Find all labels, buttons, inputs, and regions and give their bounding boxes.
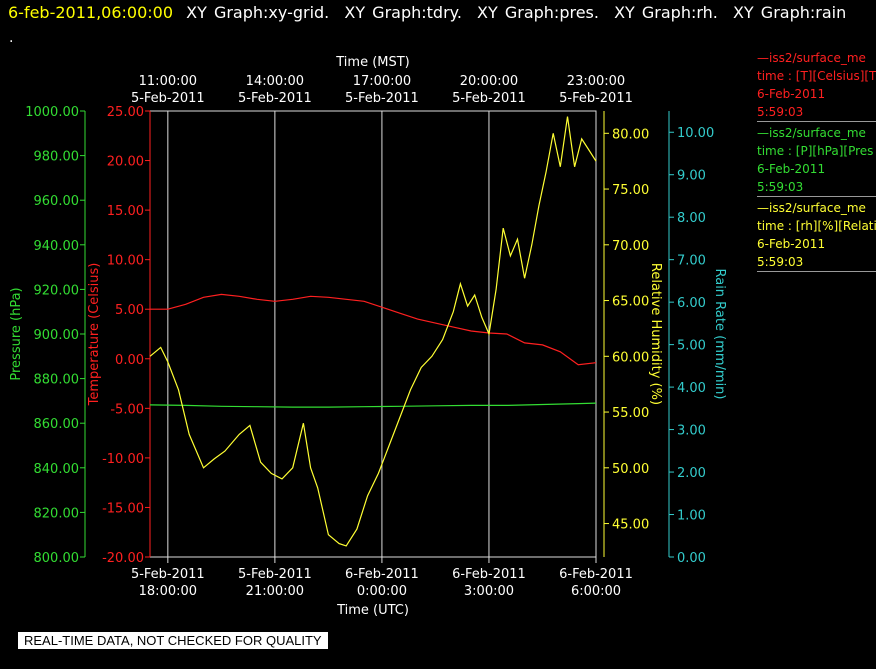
x-tick-label-time: 0:00:00 [357, 584, 407, 599]
legend-units: time : [rh][%][Relati [757, 219, 876, 233]
top-tick-label-date: 5-Feb-2011 [131, 91, 205, 106]
temperature-axis-title: Temperature (Celsius) [87, 263, 102, 407]
temperature-tick-label: -10.00 [102, 452, 144, 467]
rain-tick-label: 9.00 [677, 169, 706, 184]
humidity-tick-label: 60.00 [612, 350, 649, 365]
legend-units: time : [T][Celsius][T [757, 69, 876, 83]
pressure-tick-label: 900.00 [34, 328, 80, 343]
humidity-tick-label: 65.00 [612, 295, 649, 310]
top-tick-label-time: 11:00:00 [139, 74, 197, 89]
x-tick-label-time: 6:00:00 [571, 584, 621, 599]
rain-tick-label: 7.00 [677, 254, 706, 269]
pressure-tick-label: 860.00 [34, 417, 80, 432]
temperature-tick-label: -5.00 [110, 402, 144, 417]
pressure-tick-label: 880.00 [34, 373, 80, 388]
x-tick-label-time: 18:00:00 [139, 584, 197, 599]
pressure-tick-label: 920.00 [34, 283, 80, 298]
x-tick-label-date: 6-Feb-2011 [559, 567, 633, 582]
humidity-tick-label: 70.00 [612, 239, 649, 254]
pressure-tick-label: 1000.00 [25, 105, 79, 120]
top-tick-label-time: 20:00:00 [460, 74, 518, 89]
legend-time: 5:59:03 [757, 105, 804, 119]
x-tick-label-date: 5-Feb-2011 [131, 567, 205, 582]
legend-units: time : [P][hPa][Pres [757, 144, 874, 158]
rain-tick-label: 2.00 [677, 466, 706, 481]
legend-series-name: —iss2/surface_me [757, 201, 866, 215]
top-tick-label-date: 5-Feb-2011 [345, 91, 419, 106]
temperature-tick-label: 5.00 [115, 303, 144, 318]
tab-xy-grid[interactable]: XY Graph:xy-grid. [186, 3, 330, 22]
legend-entry-pressure[interactable]: —iss2/surface_me time : [P][hPa][Pres 6-… [757, 124, 876, 197]
humidity-series-line [149, 116, 597, 547]
top-tick-label-time: 17:00:00 [353, 74, 411, 89]
temperature-tick-label: -15.00 [102, 501, 144, 516]
rain-tick-label: 5.00 [677, 339, 706, 354]
rain-tick-label: 10.00 [677, 126, 714, 141]
humidity-tick-label: 75.00 [612, 183, 649, 198]
top-tick-label-time: 23:00:00 [567, 74, 625, 89]
quality-warning-banner: REAL-TIME DATA, NOT CHECKED FOR QUALITY [18, 632, 328, 649]
pressure-tick-label: 960.00 [34, 194, 80, 209]
header-bar: 6-feb-2011,06:00:00 XY Graph:xy-grid. XY… [8, 3, 846, 22]
pressure-tick-label: 800.00 [34, 551, 80, 566]
dot-mark: . [9, 30, 14, 46]
humidity-tick-label: 45.00 [612, 518, 649, 533]
rain-tick-label: 4.00 [677, 381, 706, 396]
legend-time: 5:59:03 [757, 255, 804, 269]
temperature-tick-label: 15.00 [107, 204, 144, 219]
top-axis-title: Time (MST) [335, 55, 410, 70]
temperature-tick-label: -20.00 [102, 551, 144, 566]
top-tick-label-date: 5-Feb-2011 [559, 91, 633, 106]
rain-tick-label: 1.00 [677, 509, 706, 524]
temperature-series-line [150, 293, 597, 366]
top-tick-label-date: 5-Feb-2011 [452, 91, 526, 106]
temperature-tick-label: 25.00 [107, 105, 144, 120]
legend-entry-humidity[interactable]: —iss2/surface_me time : [rh][%][Relati 6… [757, 199, 876, 272]
tab-tdry[interactable]: XY Graph:tdry. [344, 3, 462, 22]
humidity-tick-label: 55.00 [612, 406, 649, 421]
rain-tick-label: 8.00 [677, 211, 706, 226]
temperature-tick-label: 0.00 [115, 353, 144, 368]
pressure-axis-title: Pressure (hPa) [9, 287, 24, 380]
rain-axis-title: Rain Rate (mm/min) [712, 268, 727, 399]
humidity-tick-label: 80.00 [612, 127, 649, 142]
x-tick-label-date: 5-Feb-2011 [238, 567, 312, 582]
tab-rh[interactable]: XY Graph:rh. [614, 3, 718, 22]
pressure-tick-label: 820.00 [34, 506, 80, 521]
current-datetime: 6-feb-2011,06:00:00 [8, 3, 174, 22]
pressure-tick-label: 980.00 [34, 150, 80, 165]
pressure-tick-label: 840.00 [34, 462, 80, 477]
legend-time: 5:59:03 [757, 180, 804, 194]
x-tick-label-date: 6-Feb-2011 [345, 567, 419, 582]
legend-date: 6-Feb-2011 [757, 237, 826, 251]
legend-series-name: —iss2/surface_me [757, 51, 866, 65]
legend-date: 6-Feb-2011 [757, 87, 826, 101]
pressure-series-line [149, 402, 597, 408]
humidity-tick-label: 50.00 [612, 462, 649, 477]
rain-tick-label: 0.00 [677, 551, 706, 566]
x-tick-label-date: 6-Feb-2011 [452, 567, 526, 582]
pressure-tick-label: 940.00 [34, 239, 80, 254]
legend-entry-temperature[interactable]: —iss2/surface_me time : [T][Celsius][T 6… [757, 49, 876, 122]
rain-tick-label: 3.00 [677, 424, 706, 439]
humidity-axis-title: Relative Humidity (%) [648, 263, 663, 405]
temperature-tick-label: 20.00 [107, 155, 144, 170]
x-tick-label-time: 3:00:00 [464, 584, 514, 599]
rain-tick-label: 6.00 [677, 296, 706, 311]
legend-series-name: —iss2/surface_me [757, 126, 866, 140]
top-tick-label-date: 5-Feb-2011 [238, 91, 312, 106]
plot-frame [149, 110, 597, 558]
legend: —iss2/surface_me time : [T][Celsius][T 6… [757, 49, 876, 274]
x-tick-label-time: 21:00:00 [246, 584, 304, 599]
temperature-tick-label: 10.00 [107, 254, 144, 269]
top-tick-label-time: 14:00:00 [246, 74, 304, 89]
tab-rain[interactable]: XY Graph:rain [732, 3, 847, 22]
tab-pres[interactable]: XY Graph:pres. [477, 3, 599, 22]
legend-date: 6-Feb-2011 [757, 162, 826, 176]
bottom-axis-title: Time (UTC) [336, 603, 409, 618]
